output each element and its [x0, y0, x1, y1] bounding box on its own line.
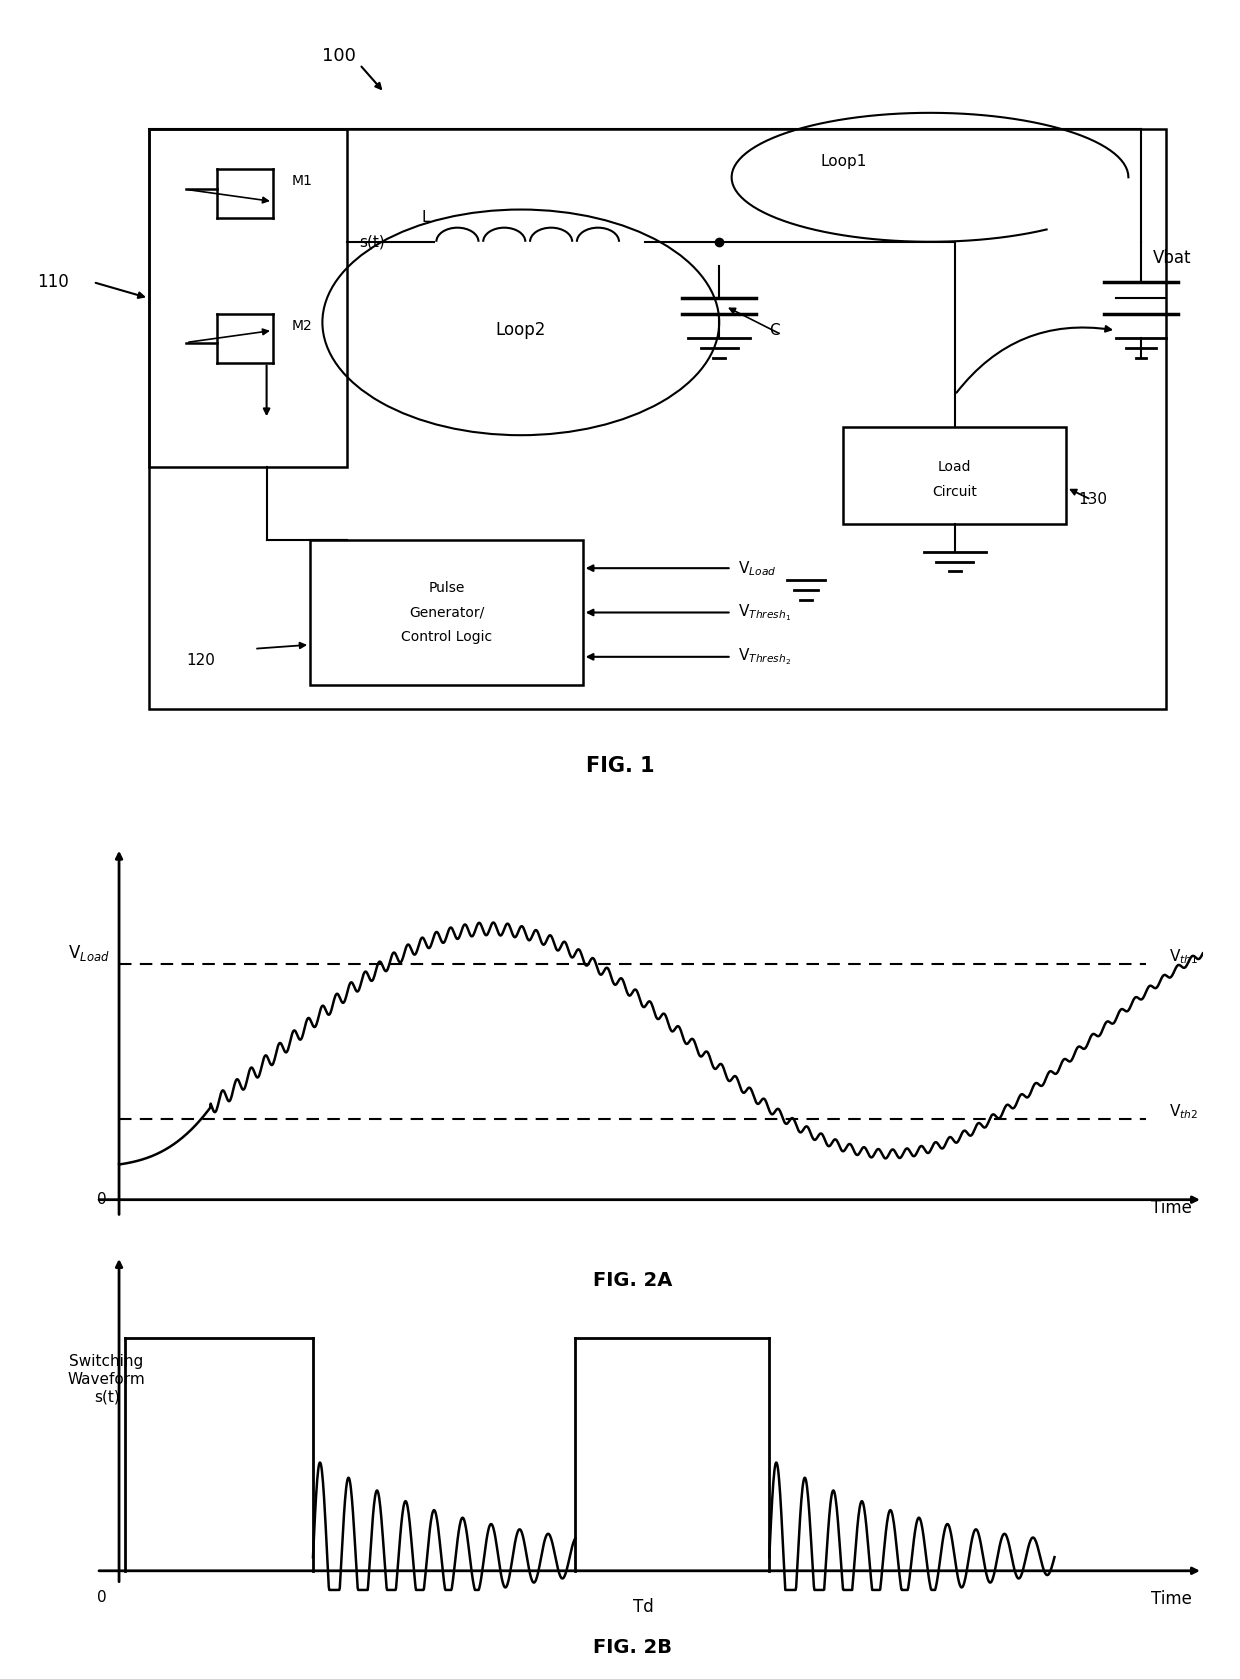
Text: V$_{th2}$: V$_{th2}$	[1168, 1103, 1198, 1122]
Text: V$_{Load}$: V$_{Load}$	[738, 559, 776, 578]
Text: L: L	[422, 210, 430, 225]
Text: V$_{Thresh_1}$: V$_{Thresh_1}$	[738, 603, 791, 623]
Text: Pulse: Pulse	[428, 581, 465, 596]
Text: s(t): s(t)	[360, 235, 386, 248]
Text: FIG. 1: FIG. 1	[585, 756, 655, 776]
Text: M1: M1	[291, 175, 312, 188]
Text: V$_{Load}$: V$_{Load}$	[68, 944, 109, 964]
Text: 0: 0	[97, 1590, 107, 1605]
Text: V$_{Thresh_2}$: V$_{Thresh_2}$	[738, 646, 791, 667]
Text: 110: 110	[37, 274, 69, 290]
Text: 130: 130	[1079, 492, 1107, 507]
Text: Control Logic: Control Logic	[401, 630, 492, 643]
Text: Loop2: Loop2	[496, 321, 546, 339]
Text: Time: Time	[1151, 1199, 1192, 1217]
Text: Time: Time	[1151, 1590, 1192, 1608]
Text: Circuit: Circuit	[932, 485, 977, 499]
Text: Generator/: Generator/	[409, 606, 484, 620]
Bar	[149, 129, 1166, 709]
Text: FIG. 2A: FIG. 2A	[593, 1271, 672, 1289]
Text: 120: 120	[186, 653, 215, 668]
Text: C: C	[769, 322, 780, 337]
Text: Switching
Waveform
s(t): Switching Waveform s(t)	[68, 1355, 145, 1404]
Text: Loop1: Loop1	[820, 154, 867, 168]
Text: FIG. 2B: FIG. 2B	[593, 1639, 672, 1657]
Text: 0: 0	[97, 1192, 107, 1207]
Bar	[843, 426, 1066, 524]
Text: 100: 100	[322, 47, 356, 65]
Text: Td: Td	[634, 1598, 655, 1617]
Text: Vbat: Vbat	[1153, 248, 1192, 267]
Bar	[149, 129, 347, 467]
Text: M2: M2	[291, 319, 312, 334]
Text: Load: Load	[937, 460, 972, 475]
Text: V$_{th1}$: V$_{th1}$	[1168, 947, 1198, 967]
Bar	[310, 541, 583, 685]
